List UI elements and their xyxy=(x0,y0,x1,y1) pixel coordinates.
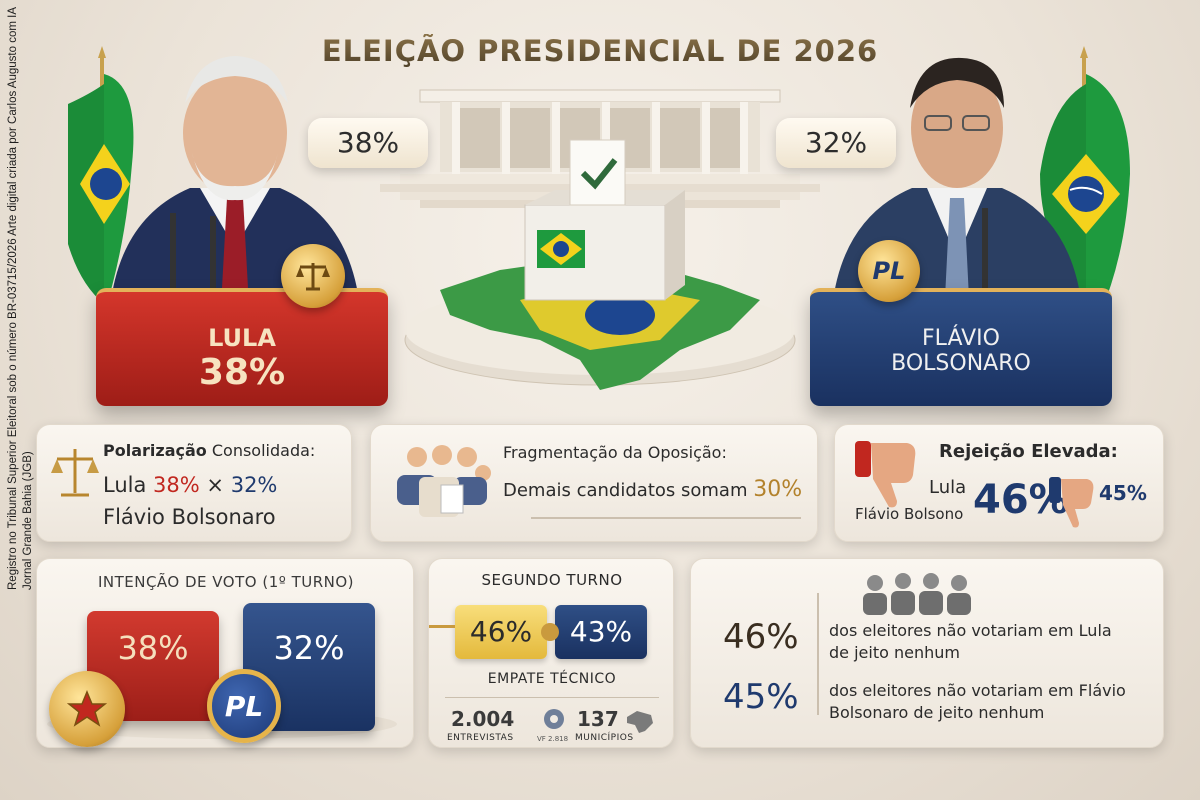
flavio-podium: FLÁVIO BOLSONARO xyxy=(810,288,1112,406)
segundo-turno-flavio-pct: 43% xyxy=(569,615,633,648)
pl-badge-label: PL xyxy=(872,257,906,285)
polarizacao-heading-rest: Consolidada: xyxy=(211,441,316,460)
rejeicao-detail-divider xyxy=(817,593,819,715)
segundo-turno-heading: SEGUNDO TURNO xyxy=(481,571,623,589)
fragmentacao-card: Fragmentação da Oposição: Demais candida… xyxy=(370,424,818,542)
brazil-map-small-icon xyxy=(627,711,653,733)
vf-label: VF 2.818 xyxy=(537,735,569,743)
segundo-turno-card: SEGUNDO TURNO 46% 43% EMPATE TÉCNICO 2.0… xyxy=(428,558,674,748)
segundo-turno-lula-box: 46% xyxy=(455,605,547,659)
polarizacao-flavio-pct: 32% xyxy=(230,473,278,497)
polarizacao-heading-bold: Polarização xyxy=(103,441,207,460)
polarizacao-flavio-label: Flávio Bolsonaro xyxy=(103,505,276,529)
polarizacao-card: Polarização Consolidada: Lula 38% × 32% … xyxy=(36,424,352,542)
fragmentacao-text: Demais candidatos somam xyxy=(503,480,748,501)
flavio-name-line2: BOLSONARO xyxy=(891,351,1031,376)
intencao-flavio-pct: 32% xyxy=(273,629,345,667)
detail-lula-text2: de jeito nenhum xyxy=(829,643,960,662)
rejeicao-flavio-label: Flávio Bolsono xyxy=(855,505,964,523)
thumbs-down-icon-blue xyxy=(1049,477,1094,528)
brazil-flag-right xyxy=(1040,46,1130,344)
connector-dot xyxy=(541,623,559,641)
brazil-map-pedestal xyxy=(404,260,796,390)
segundo-turno-flavio-box: 43% xyxy=(555,605,647,659)
detail-flavio-text: dos eleitores não votariam em Flávio xyxy=(829,681,1126,700)
lula-percent-bubble: 38% xyxy=(308,118,428,168)
detail-flavio-text2: Bolsonaro de jeito nenhum xyxy=(829,703,1045,722)
pl-party-badge-top: PL xyxy=(858,240,920,302)
rejeicao-lula-label: Lula xyxy=(929,477,967,498)
flavio-name-line1: FLÁVIO xyxy=(922,326,1000,351)
intencao-lula-pct: 38% xyxy=(117,629,189,667)
rejeicao-small-pct: 45% xyxy=(1099,481,1147,505)
empate-label: EMPATE TÉCNICO xyxy=(487,671,617,687)
polarizacao-times: × xyxy=(206,473,225,497)
fragmentacao-line: Demais candidatos somam 30% xyxy=(503,477,802,502)
fragmentacao-divider xyxy=(531,517,801,519)
scales-icon xyxy=(296,263,330,291)
scales-justice-icon xyxy=(51,449,99,497)
lula-scales-badge xyxy=(281,244,345,308)
brazil-flag-left xyxy=(68,46,134,344)
credit-text: Registro no Tribunal Superior Eleitoral … xyxy=(7,7,34,590)
star-icon xyxy=(67,690,107,727)
intencao-card: INTENÇÃO DE VOTO (1º TURNO) 38% 32% PL xyxy=(36,558,414,748)
municipios-label: MUNICÍPIOS xyxy=(575,733,634,743)
flavio-percent-bubble: 32% xyxy=(776,118,896,168)
ballot-box-icon xyxy=(524,139,685,301)
municipios-num: 137 xyxy=(577,707,619,731)
rejeicao-card: Rejeição Elevada: Lula Flávio Bolsono 46… xyxy=(834,424,1164,542)
thumbs-down-icon-red xyxy=(855,441,916,508)
segundo-turno-divider xyxy=(445,697,659,698)
gear-map-icon xyxy=(544,709,564,729)
detail-lula-text: dos eleitores não votariam em Lula xyxy=(829,621,1112,640)
detail-flavio-pct: 45% xyxy=(723,677,799,717)
page-title: ELEIÇÃO PRESIDENCIAL DE 2026 xyxy=(0,34,1200,68)
fragmentacao-pct: 30% xyxy=(753,477,803,502)
connector-left-line xyxy=(429,625,455,628)
segundo-turno-lula-pct: 46% xyxy=(469,615,533,648)
people-group-icon xyxy=(397,445,491,517)
people-crowd-icon xyxy=(863,573,971,615)
polarizacao-lula-pct: 38% xyxy=(153,473,200,497)
polarizacao-lula-label: Lula xyxy=(103,473,147,497)
entrevistas-num: 2.004 xyxy=(451,707,515,731)
lula-podium-percent: 38% xyxy=(198,352,286,393)
fragmentacao-heading: Fragmentação da Oposição: xyxy=(503,443,727,462)
lula-podium: LULA 38% xyxy=(96,288,388,406)
pl-badge-bottom: PL xyxy=(207,669,281,743)
rejeicao-heading: Rejeição Elevada: xyxy=(939,441,1118,462)
pt-star-badge xyxy=(49,671,125,747)
lula-name: LULA xyxy=(208,324,276,352)
intencao-heading: INTENÇÃO DE VOTO (1º TURNO) xyxy=(97,573,355,591)
entrevistas-label: ENTREVISTAS xyxy=(447,733,514,743)
detail-lula-pct: 46% xyxy=(723,617,799,657)
rejeicao-detail-card: 46% dos eleitores não votariam em Lula d… xyxy=(690,558,1164,748)
polarizacao-line: Lula 38% × 32% xyxy=(103,473,277,497)
